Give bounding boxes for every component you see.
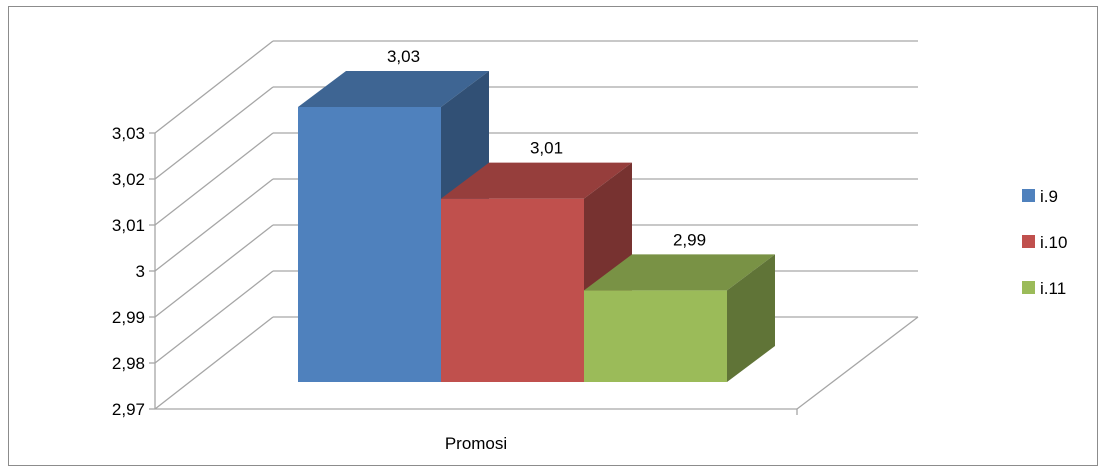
y-tick-label: 3,02 <box>112 170 145 189</box>
data-labels: 3,03 3,01 2,99 <box>387 47 706 249</box>
legend-label-i10: i.10 <box>1040 233 1067 252</box>
y-tick-label: 2,97 <box>112 400 145 419</box>
data-label-i10: 3,01 <box>530 139 563 158</box>
y-tick-label: 2,99 <box>112 308 145 327</box>
legend: i.9 i.10 i.11 <box>1022 187 1067 298</box>
bar-i10-front <box>441 198 584 382</box>
gridline-side <box>154 316 274 410</box>
y-tick-label: 3 <box>136 262 145 281</box>
bars <box>298 71 775 382</box>
legend-swatch-i11 <box>1022 281 1035 294</box>
legend-swatch-i9 <box>1022 189 1035 202</box>
y-tick-label: 3,03 <box>112 124 145 143</box>
legend-swatch-i10 <box>1022 235 1035 248</box>
legend-label-i9: i.9 <box>1040 187 1058 206</box>
data-label-i11: 2,99 <box>673 230 706 249</box>
bar-i9-front <box>298 107 441 382</box>
floor-edge <box>796 316 919 410</box>
legend-label-i11: i.11 <box>1040 279 1066 298</box>
gridline-side <box>154 224 274 318</box>
axes <box>149 132 919 415</box>
y-tick-label: 2,98 <box>112 354 145 373</box>
gridline-side <box>154 270 274 364</box>
x-category-label: Promosi <box>445 434 507 453</box>
bar-i9-top <box>298 71 489 107</box>
bar-i11-side <box>727 254 775 382</box>
gridline-side <box>154 178 274 272</box>
y-tick-labels: 2,97 2,98 2,99 3 3,01 3,02 3,03 <box>112 124 145 419</box>
y-tick-label: 3,01 <box>112 216 145 235</box>
bar-i10-top <box>441 162 632 199</box>
bar-i11-top <box>584 254 775 291</box>
data-label-i9: 3,03 <box>387 47 420 66</box>
gridline-side <box>154 86 274 180</box>
bar-i11-front <box>584 290 727 382</box>
gridline-side <box>154 40 274 134</box>
gridline-side <box>154 132 274 226</box>
